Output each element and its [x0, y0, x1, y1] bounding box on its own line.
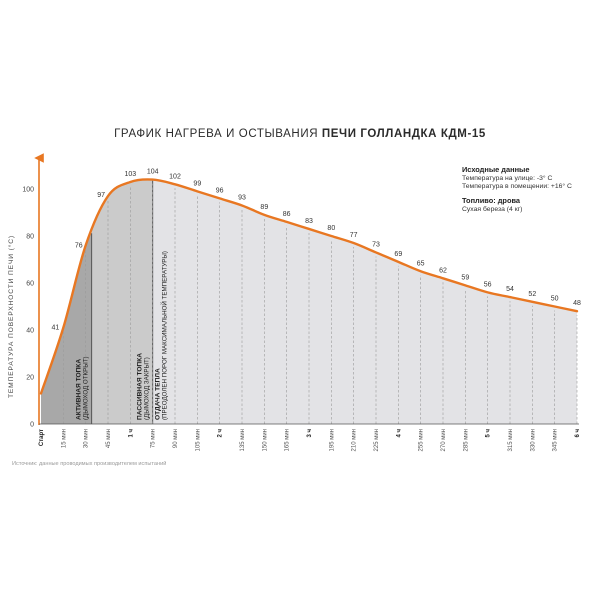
data-label: 102	[169, 173, 181, 180]
gridlines	[63, 183, 578, 424]
data-label: 96	[216, 187, 224, 194]
active-phase-label: АКТИВНАЯ ТОПКА (ДЫМОХОД ОТКРЫТ)	[76, 356, 90, 420]
x-tick-label: 210 мин	[352, 429, 358, 451]
y-tick-label: 20	[26, 375, 34, 382]
data-label: 69	[394, 251, 402, 258]
data-label: 59	[461, 274, 469, 281]
x-tick-label: 4 ч	[396, 428, 402, 437]
x-tick-label: 5 ч	[486, 428, 492, 437]
x-tick-label: 330 мин	[530, 429, 536, 451]
data-label: 93	[238, 194, 246, 201]
phase-name: ПАССИВНАЯ ТОПКА	[137, 353, 144, 420]
x-tick-label: 15 мин	[61, 429, 67, 448]
fuel-description: Сухая береза (4 кг)	[462, 205, 523, 213]
phase-labels: АКТИВНАЯ ТОПКА (ДЫМОХОД ОТКРЫТ) ПАССИВНАЯ …	[76, 251, 169, 420]
heat-release-label: ОТДАЧА ТЕПЛА (ПРЕОДОЛЕН ПОРОГ МАКСИМАЛЬНО…	[155, 251, 169, 420]
phase-note: (ДЫМОХОД ЗАКРЫТ)	[144, 357, 151, 420]
fuel-heading: Топливо: дрова	[462, 196, 521, 205]
data-label: 83	[305, 218, 313, 225]
passive-phase-area	[91, 179, 153, 424]
x-tick-label: 165 мин	[285, 429, 291, 451]
x-tick-label: 90 мин	[173, 429, 179, 448]
x-tick-label: 315 мин	[508, 429, 514, 451]
x-tick-label: 6 ч	[575, 428, 581, 437]
y-tick-label: 80	[26, 234, 34, 241]
x-tick-label: 270 мин	[441, 429, 447, 451]
data-label: 77	[350, 232, 358, 239]
y-tick-label: 60	[26, 281, 34, 288]
x-tick-label: 1 ч	[128, 428, 134, 437]
x-tick-label: Старт	[39, 429, 45, 446]
initial-data-block: Исходные данные Температура на улице: -3…	[462, 165, 572, 192]
passive-phase-label: ПАССИВНАЯ ТОПКА (ДЫМОХОД ЗАКРЫТ)	[137, 353, 151, 420]
x-tick-label: 345 мин	[553, 429, 559, 451]
x-tick-label: 3 ч	[307, 428, 313, 437]
x-tick-label: 2 ч	[218, 428, 224, 437]
x-tick-label: 195 мин	[329, 429, 335, 451]
source-note: Источник: данные проводимых производител…	[12, 461, 167, 467]
data-label: 62	[439, 267, 447, 274]
data-label: 56	[484, 281, 492, 288]
heat-release-area	[152, 179, 577, 424]
data-label: 80	[327, 225, 335, 232]
x-tick-label: 75 мин	[151, 429, 157, 448]
x-tick-label: 255 мин	[419, 429, 425, 451]
phase-note: (ДЫМОХОД ОТКРЫТ)	[83, 356, 90, 420]
data-label: 99	[193, 180, 201, 187]
data-label: 104	[147, 169, 159, 176]
x-tick-label: 45 мин	[106, 429, 112, 448]
x-tick-label: 105 мин	[195, 429, 201, 451]
x-tick-labels: Старт 15 мин 30 мин 45 мин 1 ч 75 мин 90 мин 10…	[39, 428, 581, 451]
phase-name: АКТИВНАЯ ТОПКА	[76, 359, 83, 420]
chart-title-bold: ПЕЧИ ГОЛЛАНДКА КДМ-15	[321, 128, 486, 140]
x-tick-label: 135 мин	[240, 429, 246, 451]
chart-title: ГРАФИК НАГРЕВА И ОСТЫВАНИЯ ПЕЧИ ГОЛЛАНДК…	[0, 128, 600, 140]
data-label: 65	[417, 260, 425, 267]
y-tick-label: 0	[30, 422, 34, 429]
y-tick-labels: 0 20 40 60 80 100	[22, 187, 34, 429]
data-label: 73	[372, 241, 380, 248]
phase-name: ОТДАЧА ТЕПЛА	[155, 368, 162, 420]
chart-title-normal: ГРАФИК НАГРЕВА И ОСТЫВАНИЯ	[114, 128, 319, 140]
outdoor-temperature: Температура на улице: -3° С	[462, 174, 553, 182]
y-axis-label: ТЕМПЕРАТУРА ПОВЕРХНОСТИ ПЕЧИ (°С)	[7, 235, 15, 398]
phase-note: (ПРЕОДОЛЕН ПОРОГ МАКСИМАЛЬНОЙ ТЕМПЕРАТУР…	[161, 251, 169, 420]
data-label: 86	[283, 211, 291, 218]
data-label: 97	[97, 192, 105, 199]
temperature-curve	[39, 178, 579, 395]
indoor-temperature: Температура в помещении: +16° С	[462, 183, 572, 191]
initial-data-heading: Исходные данные	[462, 165, 530, 174]
data-label: 41	[52, 325, 60, 332]
fuel-block: Топливо: дрова Сухая береза (4 кг)	[462, 196, 523, 214]
x-tick-label: 30 мин	[84, 429, 90, 448]
x-tick-label: 225 мин	[374, 429, 380, 451]
data-label: 54	[506, 286, 514, 293]
data-label: 89	[260, 204, 268, 211]
data-label: 103	[124, 171, 136, 178]
y-tick-label: 40	[26, 328, 34, 335]
x-tick-label: 285 мин	[463, 429, 469, 451]
x-tick-label: 150 мин	[262, 429, 268, 451]
y-tick-label: 100	[22, 187, 34, 194]
data-label: 52	[528, 291, 536, 298]
data-label: 48	[573, 300, 581, 307]
data-label: 76	[75, 242, 83, 249]
data-label: 50	[551, 296, 559, 303]
active-phase-area	[41, 228, 92, 424]
data-labels: 41 76 97 103 104 102 99 96 93 89 86 83 80 77 73 69 65 62 5…	[52, 169, 581, 332]
